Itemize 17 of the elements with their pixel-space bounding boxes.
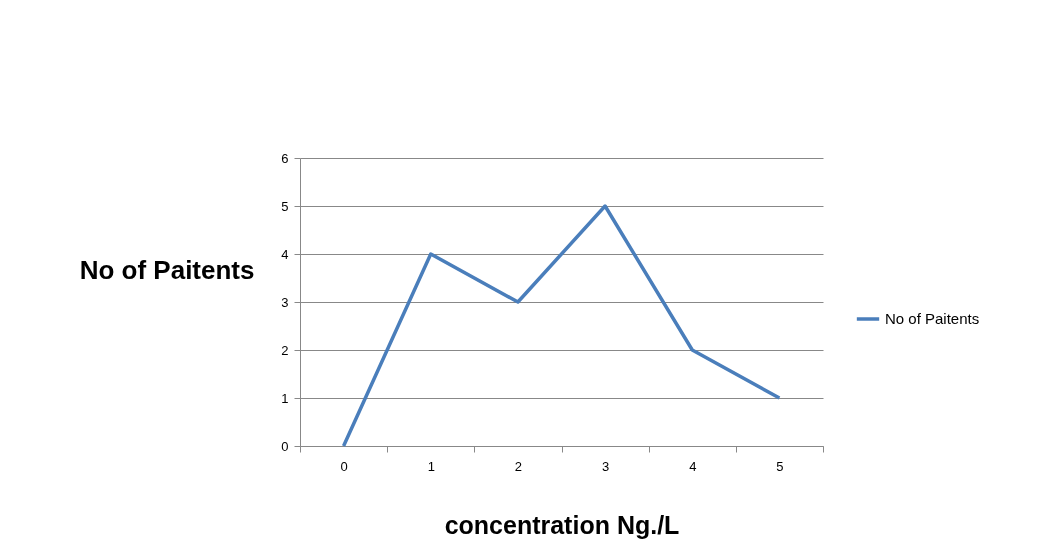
x-axis-title: concentration Ng./L bbox=[444, 510, 680, 539]
x-tick-label: 3 bbox=[601, 458, 610, 474]
x-tick-label: 0 bbox=[340, 458, 348, 474]
legend-label: No of Paitents bbox=[885, 310, 980, 327]
y-tick-label: 1 bbox=[281, 390, 289, 406]
y-tick-label: 6 bbox=[281, 150, 289, 166]
x-tick-label: 5 bbox=[776, 458, 784, 474]
line-series bbox=[341, 204, 782, 448]
y-tick-label: 4 bbox=[281, 246, 289, 262]
y-axis-title: No of Paitents bbox=[79, 254, 255, 285]
x-tick-label: 2 bbox=[514, 458, 523, 474]
y-tick-label: 2 bbox=[281, 342, 289, 358]
x-tick-label: 1 bbox=[427, 458, 435, 474]
y-tick-label: 0 bbox=[281, 438, 289, 454]
x-tick-label: 4 bbox=[689, 458, 697, 474]
y-tick-label: 3 bbox=[281, 294, 289, 310]
y-tick-label: 5 bbox=[281, 198, 289, 214]
